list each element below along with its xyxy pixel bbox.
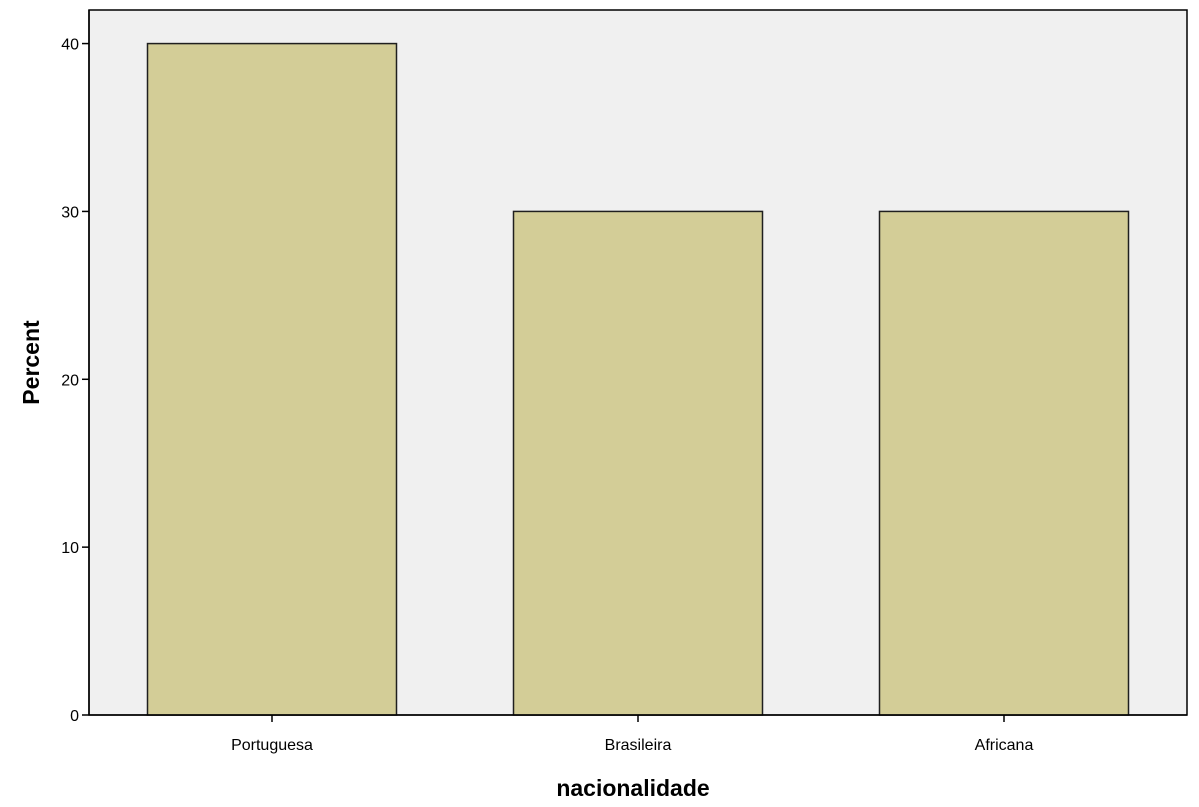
y-tick-label: 10 [61, 540, 79, 557]
bar-portuguesa [146, 42, 398, 716]
bar-brasileira [512, 210, 764, 716]
y-tick-label: 0 [70, 708, 79, 725]
x-tick-label: Africana [975, 737, 1034, 754]
y-tick-label: 30 [61, 204, 79, 221]
y-axis-title: Percent [18, 320, 44, 405]
y-ticks-group: 0 10 20 30 40 [61, 37, 89, 725]
x-axis-title: nacionalidade [556, 775, 709, 801]
x-tick-label: Brasileira [605, 737, 672, 754]
y-tick-label: 20 [61, 372, 79, 389]
bar-africana [878, 210, 1130, 716]
bars-group [146, 42, 1130, 716]
x-tick-label: Portuguesa [231, 737, 313, 754]
x-ticks-group: Portuguesa Brasileira Africana [231, 715, 1033, 754]
y-tick-label: 40 [61, 37, 79, 54]
